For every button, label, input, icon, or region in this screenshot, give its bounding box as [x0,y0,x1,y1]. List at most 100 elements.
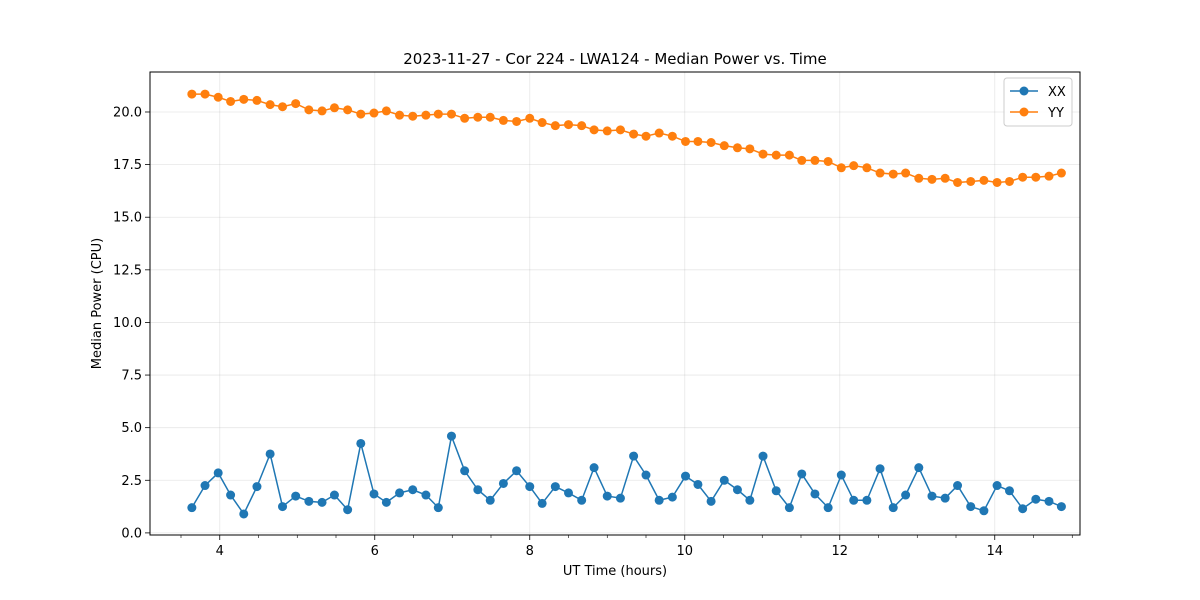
data-point-yy [901,168,911,178]
data-point-xx [979,506,989,516]
data-point-yy [1004,176,1014,186]
data-point-xx [537,498,547,508]
data-point-yy [304,105,314,115]
plot-area-frame [149,71,1081,536]
y-tick-label: 20.0 [113,105,142,120]
data-point-yy [187,89,197,99]
axis-ticks: 4 6 8 10 12 14 0.0 2.5 5.0 7.5 10.0 12.5 15.0 17.5 20.… [113,105,1073,559]
data-point-xx [875,464,885,474]
data-point-yy [498,115,508,125]
data-point-yy [849,161,859,171]
data-point-xx [1056,502,1066,512]
data-series [187,89,1066,519]
legend-label-yy: YY [1047,106,1064,121]
data-point-xx [810,489,820,499]
data-point-xx [265,449,275,459]
data-point-yy [446,109,456,119]
data-point-xx [460,466,470,476]
data-point-yy [252,95,262,105]
data-point-xx [577,495,587,505]
data-point-yy [836,163,846,173]
x-tick-label: 14 [986,544,1003,559]
data-point-yy [356,109,366,119]
data-point-yy [602,126,612,136]
data-point-yy [953,177,963,187]
data-point-xx [654,495,664,505]
data-point-xx [992,481,1002,491]
data-point-xx [706,496,716,506]
data-point-xx [589,463,599,473]
data-point-yy [641,131,651,141]
data-point-yy [745,144,755,154]
data-point-yy [421,110,431,120]
data-point-xx [784,503,794,513]
data-point-xx [564,488,573,498]
data-point-yy [1044,171,1054,181]
data-point-yy [550,121,560,131]
data-point-xx [771,486,781,496]
data-point-yy [564,120,573,130]
data-point-xx [200,481,210,491]
data-point-xx [1031,494,1041,504]
data-point-xx [343,505,353,515]
x-tick-label: 4 [216,544,224,559]
data-point-yy [577,121,587,131]
data-point-yy [213,92,223,102]
data-point-xx [525,482,535,492]
data-point-yy [537,118,547,128]
data-point-yy [784,150,794,160]
data-point-yy [239,94,249,104]
data-point-yy [797,155,807,165]
data-point-xx [797,469,807,479]
data-point-yy [200,89,210,99]
data-point-yy [381,106,391,116]
data-point-yy [771,150,781,160]
data-point-xx [641,470,651,480]
data-point-yy [291,99,301,109]
data-point-xx [239,509,249,519]
data-point-yy [992,177,1002,187]
data-point-xx [927,491,937,501]
data-point-xx [252,482,262,492]
data-point-xx [226,490,236,500]
data-point-yy [1056,168,1066,178]
legend: XX YY [1003,77,1073,127]
data-point-xx [317,497,327,507]
data-point-xx [512,466,522,476]
data-point-xx [369,489,379,499]
data-point-yy [875,168,885,178]
legend-marker-yy [1019,107,1029,117]
data-point-xx [901,490,911,500]
data-point-yy [460,113,470,123]
data-point-xx [888,503,898,513]
data-point-xx [1018,504,1028,514]
data-point-xx [550,482,560,492]
chart-title: 2023-11-27 - Cor 224 - LWA124 - Median P… [403,50,827,68]
data-point-xx [966,502,976,512]
data-point-xx [602,491,612,501]
data-point-yy [369,108,379,118]
data-point-yy [278,102,288,112]
data-point-yy [719,141,729,151]
data-point-yy [927,174,937,184]
x-tick-label: 6 [371,544,379,559]
x-tick-label: 10 [676,544,693,559]
data-point-yy [329,103,339,113]
data-point-yy [1018,172,1028,182]
data-point-xx [745,495,755,505]
data-point-xx [615,493,625,503]
data-point-yy [525,113,535,123]
data-point-xx [433,503,443,513]
data-point-yy [693,136,703,146]
data-point-xx [329,490,339,500]
y-tick-label: 2.5 [121,474,142,489]
data-point-yy [395,110,405,120]
data-point-xx [681,471,691,481]
data-point-xx [187,503,197,513]
x-tick-label: 12 [831,544,848,559]
data-point-xx [849,495,859,505]
data-point-yy [512,116,522,126]
data-point-xx [446,431,456,441]
data-point-xx [213,468,223,478]
